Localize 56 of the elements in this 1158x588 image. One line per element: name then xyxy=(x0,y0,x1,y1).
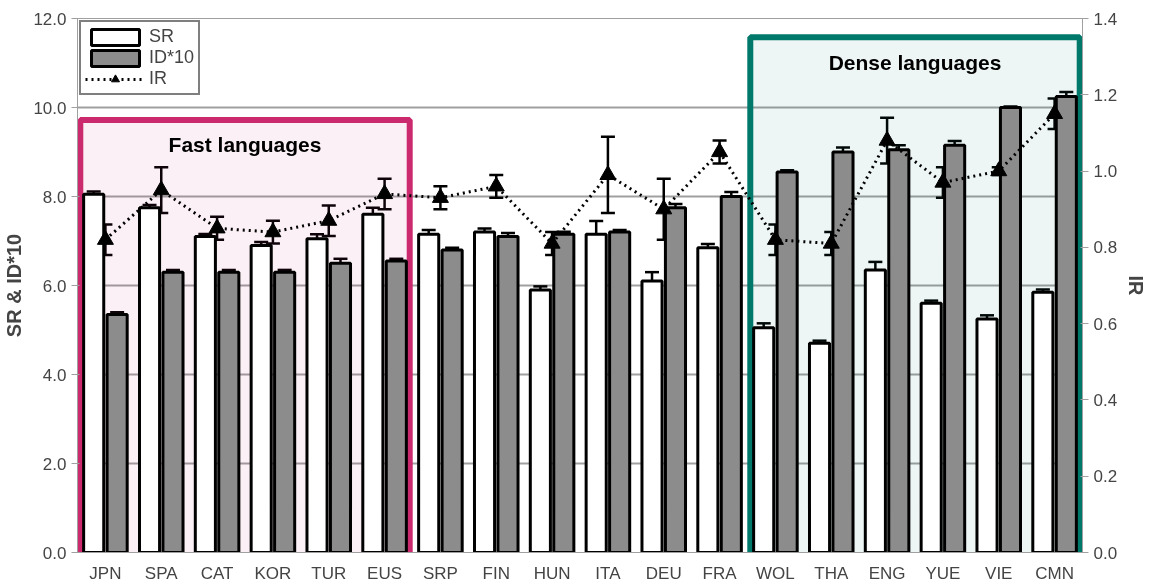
x-tick-label: JPN xyxy=(89,563,122,583)
x-tick-label: TUR xyxy=(311,563,347,583)
y2-tick-label: 0.6 xyxy=(1093,314,1118,334)
y-tick-label: 4.0 xyxy=(42,365,67,385)
point xyxy=(655,199,673,215)
y2-tick-label: 1.0 xyxy=(1093,162,1118,182)
point xyxy=(208,218,226,234)
point xyxy=(878,130,896,146)
y2-tick-label: 1.2 xyxy=(1093,85,1118,105)
y2-tick-label: 1.4 xyxy=(1093,9,1118,29)
point xyxy=(822,233,840,249)
point xyxy=(152,180,170,196)
x-tick-label: SPA xyxy=(144,563,179,583)
x-tick-label: DEU xyxy=(645,563,682,583)
y-tick-label: 10.0 xyxy=(33,98,67,118)
x-tick-label: ITA xyxy=(595,563,622,583)
y-tick-label: 8.0 xyxy=(42,187,67,207)
point xyxy=(487,176,505,192)
x-tick-label: KOR xyxy=(254,563,292,583)
x-tick-label: SRP xyxy=(422,563,458,583)
point xyxy=(431,188,449,203)
y2-tick-label: 0.0 xyxy=(1093,543,1118,563)
band-label: Dense languages xyxy=(828,50,1002,74)
x-tick-label: WOL xyxy=(756,563,795,583)
x-tick-label: CMN xyxy=(1035,563,1074,583)
x-tick-label: FIN xyxy=(482,563,510,583)
x-tick-label: VIE xyxy=(985,563,1013,583)
x-tick-label: THA xyxy=(814,563,849,583)
y-tick-label: 6.0 xyxy=(42,276,67,296)
point xyxy=(376,184,394,200)
point xyxy=(1046,104,1064,119)
point xyxy=(320,210,338,226)
x-tick-label: EUS xyxy=(367,563,403,583)
y2-tick-label: 0.8 xyxy=(1093,238,1118,258)
point xyxy=(96,229,114,245)
y-tick-label: 2.0 xyxy=(42,454,67,474)
y-tick-label: 0.0 xyxy=(42,543,67,563)
band-label: Fast languages xyxy=(168,133,322,157)
point xyxy=(934,172,952,188)
x-tick-label: YUE xyxy=(925,563,961,583)
point xyxy=(711,142,729,158)
x-tick-label: CAT xyxy=(200,563,234,583)
y2-tick-label: 0.2 xyxy=(1093,467,1118,487)
x-tick-label: FRA xyxy=(702,563,738,583)
x-tick-label: ENG xyxy=(868,563,906,583)
x-tick-label: HUN xyxy=(533,563,571,583)
y2-axis-title: IR xyxy=(1125,275,1148,297)
y2-tick-label: 0.4 xyxy=(1093,390,1118,410)
y-axis-title: SR & ID*10 xyxy=(3,233,26,338)
y-tick-label: 12.0 xyxy=(33,9,67,29)
point xyxy=(264,222,282,238)
legend-label: ID*10 xyxy=(149,47,195,68)
legend-label: SR xyxy=(149,26,175,47)
point xyxy=(599,165,617,180)
point xyxy=(766,229,784,245)
legend-label: IR xyxy=(149,68,168,89)
